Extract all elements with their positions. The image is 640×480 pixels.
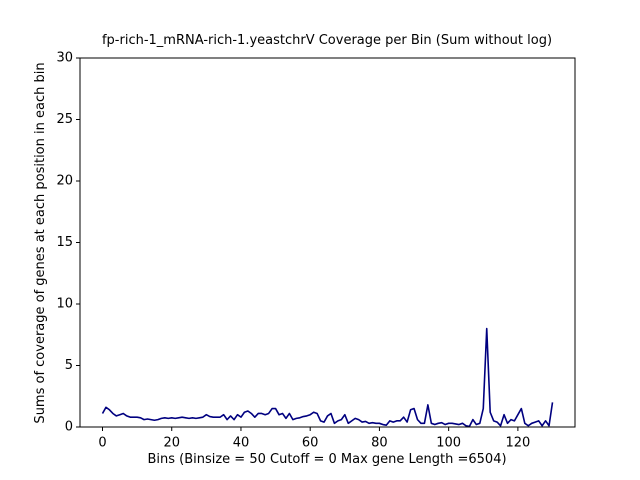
x-tick-label: 60 xyxy=(302,436,319,451)
y-tick-label: 0 xyxy=(65,420,73,435)
x-tick-label: 0 xyxy=(98,436,106,451)
x-tick-label: 80 xyxy=(371,436,388,451)
x-axis-label: Bins (Binsize = 50 Cutoff = 0 Max gene L… xyxy=(147,452,506,467)
x-tick-label: 100 xyxy=(436,436,461,451)
y-tick-label: 10 xyxy=(56,297,73,312)
y-tick-label: 5 xyxy=(65,358,73,373)
y-tick-label: 30 xyxy=(56,51,73,66)
y-tick-label: 20 xyxy=(56,174,73,189)
data-line xyxy=(101,327,554,428)
x-tick-label: 120 xyxy=(505,436,530,451)
plot-frame xyxy=(79,57,576,428)
y-axis-label: Sums of coverage of genes at each positi… xyxy=(33,62,48,423)
chart-title: fp-rich-1_mRNA-rich-1.yeastchrV Coverage… xyxy=(102,33,552,48)
y-tick-label: 15 xyxy=(56,235,73,250)
x-tick-label: 40 xyxy=(233,436,250,451)
x-tick-label: 20 xyxy=(163,436,180,451)
y-tick-label: 25 xyxy=(56,112,73,127)
